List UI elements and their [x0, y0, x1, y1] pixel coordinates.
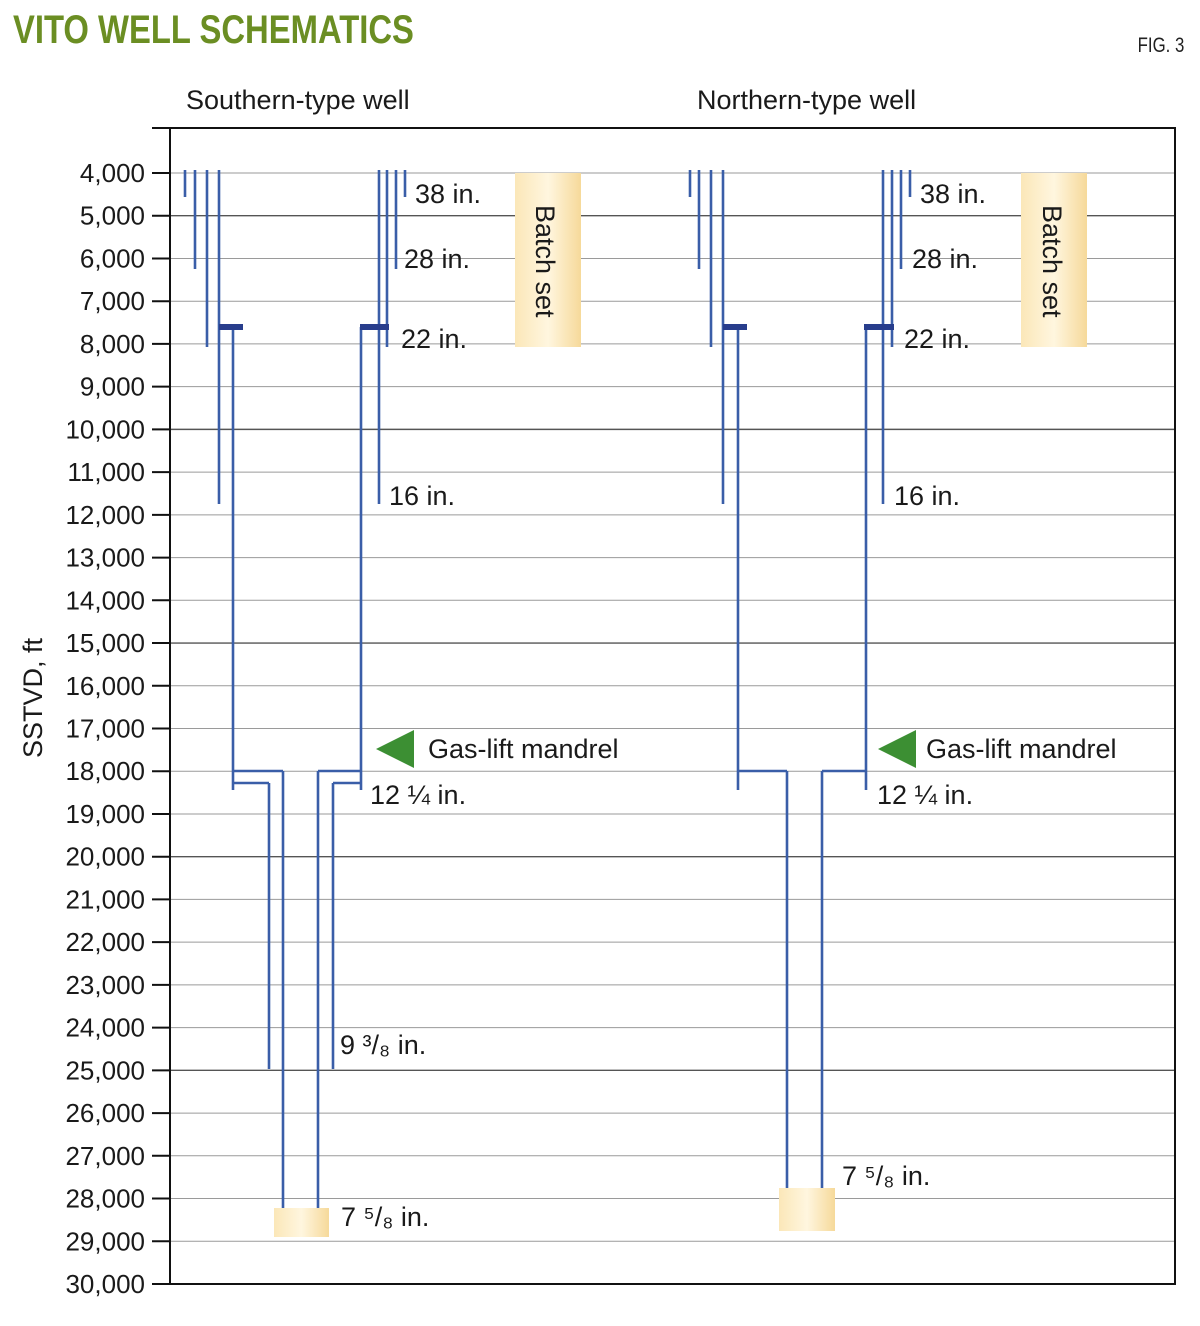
depth-tick-label: 23,000 — [65, 970, 145, 1000]
depth-tick-label: 27,000 — [65, 1141, 145, 1171]
depth-tick-label: 19,000 — [65, 799, 145, 829]
depth-tick-label: 26,000 — [65, 1098, 145, 1128]
shoe-northern — [779, 1188, 835, 1231]
depth-tick-label: 7,000 — [80, 286, 145, 316]
depth-tick-label: 24,000 — [65, 1013, 145, 1043]
label-28-in: 28 in. — [912, 244, 978, 274]
depth-tick-label: 22,000 — [65, 927, 145, 957]
depth-tick-label: 14,000 — [65, 585, 145, 615]
southern-header: Southern-type well — [186, 85, 410, 115]
depth-tick-label: 20,000 — [65, 842, 145, 872]
depth-tick-label: 17,000 — [65, 714, 145, 744]
depth-grid: 4,000 5,000 6,000 7,000 8,000 9,000 10,000 11,0… — [65, 158, 1175, 1299]
depth-tick-label: 6,000 — [80, 243, 145, 273]
northern-header: Northern-type well — [697, 85, 916, 115]
depth-tick-label: 11,000 — [67, 457, 145, 487]
depth-tick-label: 4,000 — [80, 158, 145, 188]
shoe-southern — [274, 1208, 329, 1237]
depth-tick-label: 21,000 — [65, 884, 145, 914]
label-12-in: 12 ¼ in. — [877, 780, 973, 810]
batch-set-southern: Batch set — [515, 173, 581, 347]
label-7-in: 7 ⁵/₈ in. — [341, 1202, 429, 1232]
depth-tick-label: 16,000 — [65, 671, 145, 701]
gas-lift-mandrel-icon — [376, 730, 414, 768]
label-12-in: 12 ¼ in. — [370, 780, 466, 810]
depth-tick-label: 10,000 — [65, 414, 145, 444]
depth-tick-label: 13,000 — [65, 543, 145, 573]
label-7-in: 7 ⁵/₈ in. — [842, 1161, 930, 1191]
batch-set-label: Batch set — [530, 205, 560, 318]
y-axis-label: SSTVD, ft — [18, 637, 48, 758]
label-22-in: 22 in. — [401, 324, 467, 354]
batch-set-label: Batch set — [1037, 205, 1067, 318]
depth-tick-label: 18,000 — [65, 756, 145, 786]
depth-tick-label: 9,000 — [80, 372, 145, 402]
depth-tick-label: 12,000 — [65, 500, 145, 530]
figure-title: VITO WELL SCHEMATICS — [13, 8, 414, 52]
label-gas-lift: Gas-lift mandrel — [428, 734, 619, 764]
depth-tick-label: 8,000 — [80, 329, 145, 359]
label-gas-lift: Gas-lift mandrel — [926, 734, 1117, 764]
figure-number: FIG. 3 — [1137, 34, 1184, 57]
label-22-in: 22 in. — [904, 324, 970, 354]
gas-lift-mandrel-icon — [878, 730, 916, 768]
label-16-in: 16 in. — [894, 481, 960, 511]
depth-tick-label: 5,000 — [80, 201, 145, 231]
label-16-in: 16 in. — [389, 481, 455, 511]
depth-tick-label: 29,000 — [65, 1226, 145, 1256]
label-9-in: 9 ³/₈ in. — [340, 1030, 426, 1060]
depth-tick-label: 28,000 — [65, 1184, 145, 1214]
northern-casing — [688, 170, 912, 1188]
depth-tick-label: 30,000 — [65, 1269, 145, 1299]
label-28-in: 28 in. — [404, 244, 470, 274]
depth-tick-label: 25,000 — [65, 1055, 145, 1085]
southern-casing — [183, 170, 407, 1208]
plot-frame — [152, 127, 1176, 1285]
label-38-in: 38 in. — [415, 179, 481, 209]
label-38-in: 38 in. — [920, 179, 986, 209]
depth-tick-label: 15,000 — [65, 628, 145, 658]
batch-set-northern: Batch set — [1021, 173, 1087, 347]
